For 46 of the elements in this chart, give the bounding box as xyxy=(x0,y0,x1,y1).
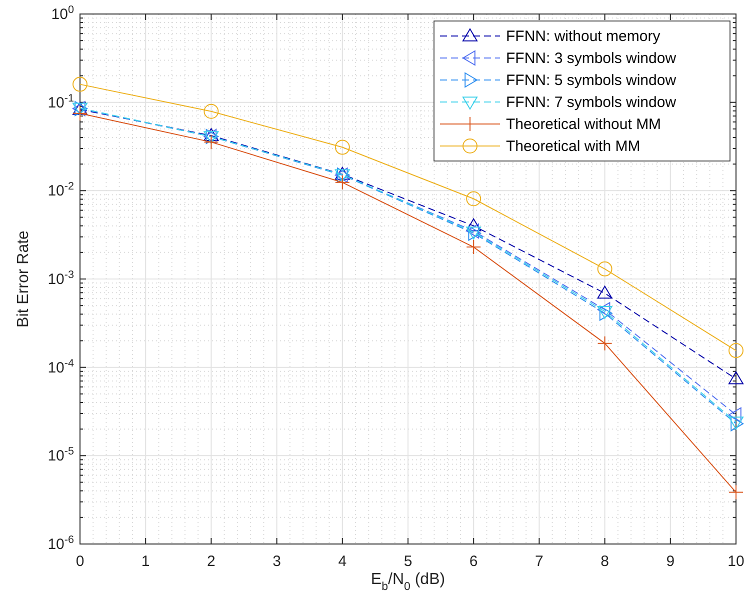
x-tick-label: 1 xyxy=(141,553,150,570)
point xyxy=(337,168,350,183)
y-tick-label: 10$^{-4}$ xyxy=(48,357,74,376)
point xyxy=(597,336,612,351)
point xyxy=(597,261,612,276)
point xyxy=(204,134,219,150)
point xyxy=(728,484,744,500)
point xyxy=(204,128,219,142)
x-tick-label: 8 xyxy=(600,553,609,570)
point xyxy=(334,174,350,190)
point xyxy=(334,166,350,180)
x-tick-label: 3 xyxy=(272,553,281,570)
point xyxy=(466,191,482,206)
x-tick-label: 9 xyxy=(666,553,675,570)
x-tick-label: 7 xyxy=(535,553,544,570)
point xyxy=(728,407,742,422)
point xyxy=(466,240,482,255)
legend-label: FFNN: 7 symbols window xyxy=(506,94,676,111)
legend-label: FFNN: 3 symbols window xyxy=(506,50,676,67)
legend-label: FFNN: 5 symbols window xyxy=(506,72,676,89)
legend-label: Theoretical with MM xyxy=(506,138,640,155)
point xyxy=(728,371,744,384)
point xyxy=(72,106,88,121)
x-axis-title: E$_{b}$/N$_{0}$ (dB) xyxy=(370,571,446,593)
y-tick-label: 10$^{0}$ xyxy=(51,4,74,23)
y-tick-label: 10$^{-3}$ xyxy=(48,269,74,288)
x-tick-label: 6 xyxy=(469,553,478,570)
legend-label: FFNN: without memory xyxy=(506,28,661,45)
point xyxy=(728,343,744,358)
x-tick-label: 2 xyxy=(207,553,216,570)
x-tick-label: 4 xyxy=(338,553,347,570)
legend-label: Theoretical without MM xyxy=(506,116,662,133)
point xyxy=(72,76,88,92)
y-tick-label: 10$^{-2}$ xyxy=(48,180,74,200)
point xyxy=(204,104,219,119)
y-axis-title: Bit Error Rate xyxy=(15,230,32,328)
x-tick-label: 0 xyxy=(76,553,84,570)
x-tick-label: 5 xyxy=(404,553,412,570)
y-tick-label: 10$^{-5}$ xyxy=(48,446,74,465)
x-tick-label: 10 xyxy=(728,553,744,570)
point xyxy=(597,302,610,318)
point xyxy=(334,140,350,155)
y-tick-label: 10$^{-1}$ xyxy=(48,92,74,112)
point xyxy=(466,223,479,238)
point xyxy=(597,286,612,299)
y-tick-label: 10$^{-6}$ xyxy=(48,534,74,553)
